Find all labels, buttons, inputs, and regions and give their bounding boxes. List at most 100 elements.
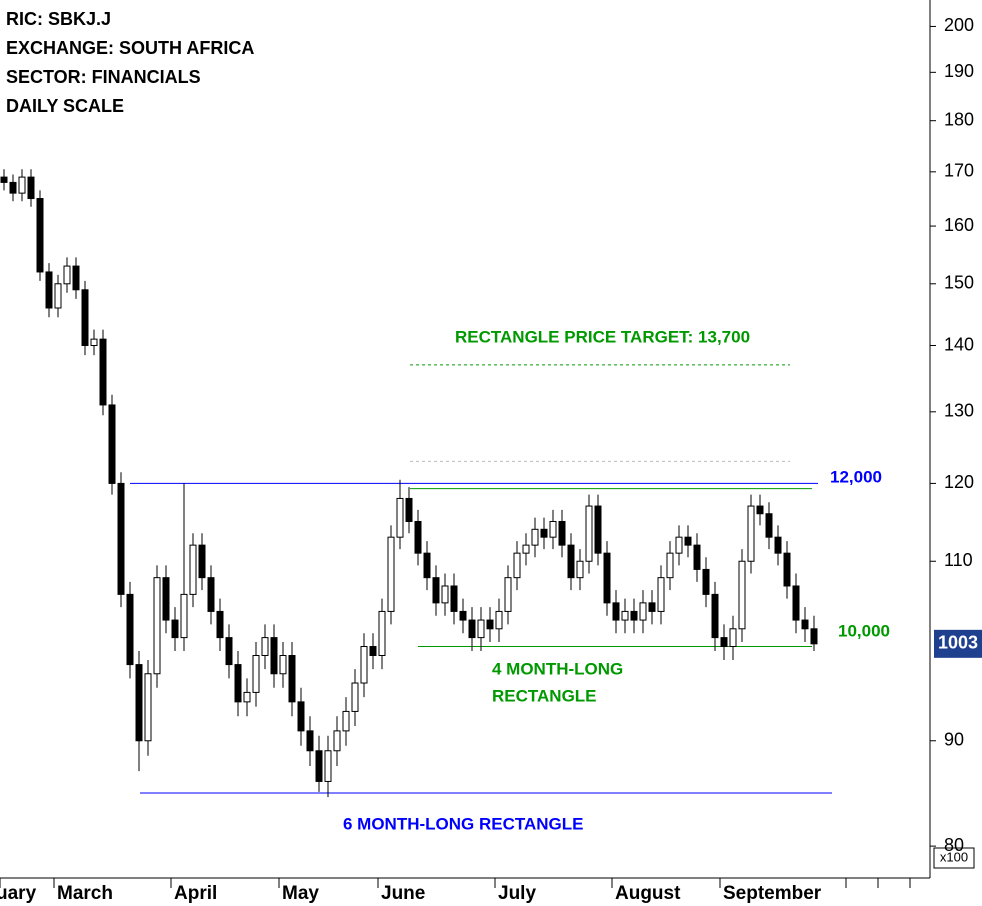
candle-body bbox=[486, 619, 494, 630]
candle-body bbox=[702, 568, 710, 595]
candle-body bbox=[369, 646, 377, 657]
candle-body bbox=[585, 505, 593, 562]
candle-body bbox=[387, 536, 395, 612]
header-line: EXCHANGE: SOUTH AFRICA bbox=[6, 38, 254, 58]
candle-body bbox=[297, 701, 305, 732]
header-line: RIC: SBKJ.J bbox=[6, 9, 111, 29]
candle-body bbox=[405, 497, 413, 522]
candle-body bbox=[81, 289, 89, 347]
candle-body bbox=[90, 338, 98, 347]
candle-body bbox=[801, 619, 809, 630]
candle-body bbox=[279, 655, 287, 675]
candle-body bbox=[603, 552, 611, 604]
candle-body bbox=[0, 176, 8, 183]
candle-body bbox=[621, 610, 629, 621]
candle-body bbox=[234, 664, 242, 703]
y-tick-label: 150 bbox=[944, 273, 974, 293]
y-tick-label: 90 bbox=[944, 730, 964, 750]
candle-body bbox=[729, 628, 737, 648]
candle-body bbox=[18, 176, 26, 194]
candle-body bbox=[225, 637, 233, 666]
candle-body bbox=[639, 602, 647, 621]
candle-body bbox=[261, 637, 269, 657]
candle-body bbox=[252, 655, 260, 693]
candle-body bbox=[9, 181, 17, 194]
candle-body bbox=[468, 619, 476, 639]
x-tick-label: May bbox=[282, 883, 319, 904]
candle-body bbox=[171, 619, 179, 639]
candle-body bbox=[792, 585, 800, 621]
candle-body bbox=[423, 552, 431, 579]
candle-body bbox=[342, 710, 350, 732]
candle-body bbox=[243, 691, 251, 703]
candle-body bbox=[450, 585, 458, 612]
candle-body bbox=[360, 646, 368, 684]
candle-body bbox=[54, 283, 62, 309]
candle-body bbox=[648, 602, 656, 612]
candle-body bbox=[747, 505, 755, 562]
candle-body bbox=[774, 536, 782, 554]
candle-body bbox=[522, 544, 530, 554]
candle-body bbox=[270, 637, 278, 675]
candle-body bbox=[216, 610, 224, 639]
candle-body bbox=[477, 619, 485, 639]
x-tick-label: April bbox=[174, 883, 217, 904]
candle-body bbox=[513, 552, 521, 579]
candle-body bbox=[63, 265, 71, 285]
annotation: RECTANGLE PRICE TARGET: 13,700 bbox=[455, 327, 750, 346]
candle-body bbox=[810, 628, 818, 645]
candle-body bbox=[594, 505, 602, 554]
candle-body bbox=[117, 482, 125, 595]
candle-body bbox=[684, 536, 692, 546]
x-tick-label: September bbox=[723, 883, 822, 904]
x-tick-label: June bbox=[381, 883, 425, 904]
candle-body bbox=[288, 655, 296, 703]
candle-body bbox=[675, 536, 683, 554]
y-tick-label: 160 bbox=[944, 215, 974, 235]
axis-unit: x100 bbox=[940, 849, 968, 864]
candle-body bbox=[414, 520, 422, 554]
candle-body bbox=[180, 593, 188, 639]
candle-body bbox=[27, 176, 35, 200]
x-tick-label: August bbox=[615, 883, 681, 904]
candle-body bbox=[378, 610, 386, 657]
candle-body bbox=[630, 610, 638, 621]
header-line: SECTOR: FINANCIALS bbox=[6, 67, 201, 87]
candle-body bbox=[612, 602, 620, 621]
annotation: RECTANGLE bbox=[492, 686, 597, 705]
candle-body bbox=[432, 577, 440, 604]
candle-body bbox=[126, 593, 134, 666]
candle-body bbox=[783, 552, 791, 587]
candle-body bbox=[504, 577, 512, 612]
y-tick-label: 190 bbox=[944, 61, 974, 81]
y-tick-label: 200 bbox=[944, 15, 974, 35]
candle-body bbox=[315, 750, 323, 782]
candle-body bbox=[396, 497, 404, 538]
y-tick-label: 120 bbox=[944, 472, 974, 492]
candle-body bbox=[207, 577, 215, 612]
candle-body bbox=[153, 577, 161, 675]
candle-body bbox=[306, 730, 314, 752]
candle-body bbox=[720, 637, 728, 648]
candle-body bbox=[693, 544, 701, 570]
candle-body bbox=[333, 730, 341, 752]
candle-body bbox=[324, 750, 332, 782]
candle-body bbox=[36, 198, 44, 273]
candle-body bbox=[666, 552, 674, 579]
y-tick-label: 180 bbox=[944, 109, 974, 129]
candle-body bbox=[189, 544, 197, 595]
x-tick-label: uary bbox=[0, 883, 37, 904]
y-tick-label: 130 bbox=[944, 401, 974, 421]
candle-body bbox=[45, 271, 53, 309]
level-label: 12,000 bbox=[830, 467, 882, 486]
candle-body bbox=[162, 577, 170, 621]
annotation: 6 MONTH-LONG RECTANGLE bbox=[343, 814, 584, 833]
candle-body bbox=[108, 404, 116, 484]
candle-body bbox=[540, 528, 548, 538]
candle-body bbox=[135, 664, 143, 742]
candle-body bbox=[576, 560, 584, 579]
y-tick-label: 110 bbox=[944, 550, 973, 570]
level-label: 10,000 bbox=[838, 621, 890, 640]
